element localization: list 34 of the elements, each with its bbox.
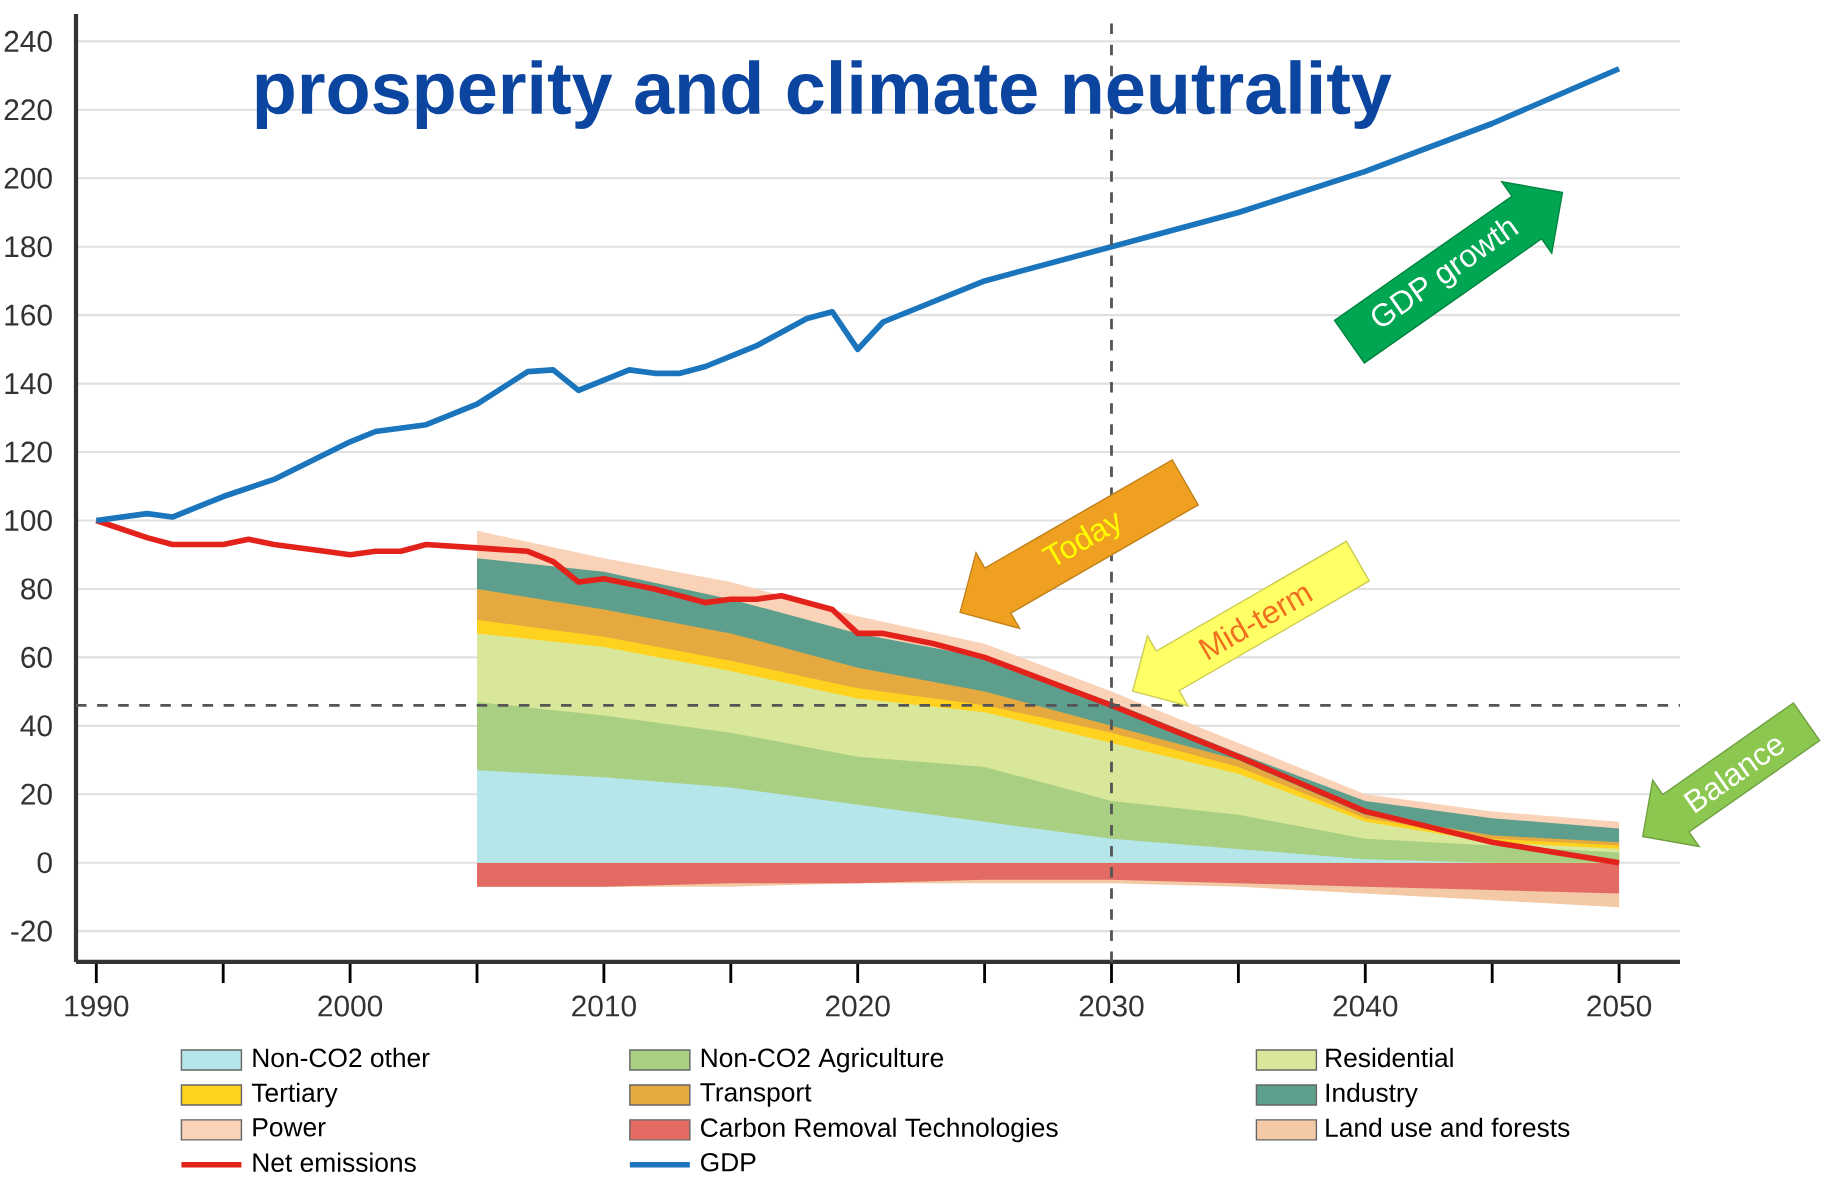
y-tick-label: 20 — [21, 783, 52, 805]
legend-label: Land use and forests — [1326, 1117, 1570, 1138]
legend-label: Residential — [1326, 1047, 1453, 1068]
legend-label: Industry — [1326, 1082, 1418, 1108]
y-tick-label: 220 — [4, 99, 52, 121]
y-tick-label: 0 — [37, 852, 52, 874]
y-tick-label: -20 — [11, 920, 52, 942]
x-tick-label: 2000 — [318, 995, 383, 1017]
y-tick-label: 240 — [4, 30, 52, 52]
text: prosperity and climate neutrality — [256, 60, 1392, 129]
annotation: Today — [1041, 512, 1120, 566]
x-tick-label: 1990 — [65, 995, 129, 1017]
legend-label: Transport — [700, 1083, 812, 1107]
y-tick-label: 140 — [5, 373, 52, 395]
legend-label: Net emissions — [253, 1152, 416, 1172]
y-tick-label: 40 — [20, 715, 52, 737]
x-tick-label: 2040 — [1333, 995, 1398, 1017]
legend-label: Tertiary — [251, 1082, 338, 1108]
y-tick-label: 120 — [5, 441, 52, 463]
y-tick-label: 100 — [5, 509, 52, 532]
legend-label: Power — [253, 1118, 326, 1137]
y-tick-label: 180 — [5, 236, 52, 258]
legend-label: Carbon Removal Technologies — [701, 1117, 1058, 1143]
x-tick-label: 2020 — [825, 995, 890, 1017]
y-tick-label: 200 — [4, 167, 52, 189]
y-tick-label: 160 — [5, 304, 52, 326]
x-tick-label: 2030 — [1079, 995, 1144, 1017]
x-tick-label: 2010 — [572, 995, 636, 1017]
y-tick-label: 80 — [21, 578, 52, 600]
x-tick-label: 2050 — [1587, 995, 1652, 1017]
legend-label: Non-CO2 other — [253, 1047, 430, 1068]
legend-label: GDP — [701, 1152, 756, 1172]
legend-label: Non-CO2 Agriculture — [701, 1047, 944, 1073]
y-tick-label: 60 — [21, 646, 52, 668]
